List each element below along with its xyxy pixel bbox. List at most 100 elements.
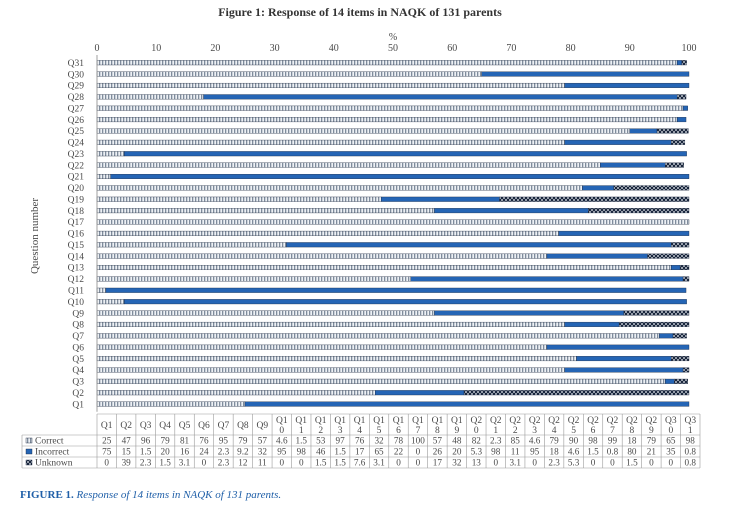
table-header-cell: Q2 3	[529, 416, 541, 436]
bar-unknown-q8	[618, 321, 690, 327]
table-value-cell: 1.5	[587, 447, 599, 457]
bar-correct-q10	[96, 299, 125, 305]
table-value-cell: 1.5	[159, 458, 171, 468]
table-header-cell: Q1 3	[334, 416, 346, 436]
table-value-cell: 90	[569, 436, 579, 446]
table-header-cell: Q2 9	[646, 416, 658, 436]
bar-correct-q25	[96, 128, 630, 134]
table-value-cell: 78	[394, 436, 404, 446]
bar-incorrect-q25	[629, 128, 658, 134]
table-value-cell: 48	[452, 436, 462, 446]
bar-unknown-q7	[672, 333, 687, 339]
table-value-cell: 0	[649, 458, 654, 468]
table-value-cell: 95	[219, 436, 229, 446]
bar-incorrect-q7	[659, 333, 674, 339]
table-value-cell: 2.3	[218, 458, 230, 468]
table-value-cell: 0	[416, 447, 421, 457]
bar-correct-q28	[96, 94, 204, 100]
table-header-cell: Q3	[140, 421, 152, 431]
y-tick-label: Q14	[68, 252, 85, 262]
y-tick-label: Q18	[68, 207, 85, 217]
bar-unknown-q19	[499, 196, 690, 202]
table-value-cell: 57	[258, 436, 268, 446]
bar-unknown-q5	[671, 356, 690, 362]
bar-correct-q5	[96, 356, 577, 362]
bar-correct-q23	[96, 151, 125, 157]
bar-incorrect-q10	[124, 299, 687, 305]
bar-incorrect-q22	[600, 162, 666, 168]
table-value-cell: 32	[374, 436, 384, 446]
table-value-cell: 82	[472, 436, 482, 446]
bar-incorrect-q13	[671, 265, 681, 271]
table-value-cell: 0	[532, 458, 537, 468]
table-value-cell: 0	[104, 458, 109, 468]
bar-incorrect-q11	[105, 287, 687, 293]
bar-incorrect-q19	[380, 196, 500, 202]
table-value-cell: 0	[610, 458, 615, 468]
table-value-cell: 95	[530, 447, 540, 457]
bar-unknown-q25	[656, 128, 689, 134]
y-tick-label: Q10	[68, 298, 85, 308]
table-value-cell: 2.3	[140, 458, 152, 468]
bar-correct-q8	[96, 321, 565, 327]
table-value-cell: 0	[279, 458, 284, 468]
table-value-cell: 53	[316, 436, 326, 446]
bar-unknown-q3	[674, 378, 688, 384]
table-header-cell: Q4	[159, 421, 171, 431]
table-value-cell: 75	[102, 447, 112, 457]
bar-incorrect-q4	[564, 367, 684, 373]
table-value-cell: 76	[355, 436, 365, 446]
y-tick-label: Q9	[72, 309, 84, 319]
bar-correct-q6	[96, 344, 548, 350]
table-header-cell: Q8	[237, 421, 249, 431]
table-value-cell: 17	[433, 458, 443, 468]
table-value-cell: 97	[336, 436, 346, 446]
y-tick-label: Q13	[68, 264, 85, 274]
table-value-cell: 0.8	[607, 447, 619, 457]
table-value-cell: 0	[591, 458, 596, 468]
bar-incorrect-q16	[558, 230, 690, 236]
table-value-cell: 20	[452, 447, 462, 457]
y-tick-label: Q6	[72, 343, 84, 353]
table-header-cell: Q1 7	[412, 416, 424, 436]
table-value-cell: 85	[511, 436, 521, 446]
table-value-cell: 13	[472, 458, 482, 468]
table-value-cell: 80	[627, 447, 637, 457]
table-value-cell: 25	[102, 436, 112, 446]
table-value-cell: 17	[355, 447, 365, 457]
y-tick-label: Q27	[68, 104, 85, 114]
table-value-cell: 95	[277, 447, 287, 457]
y-tick-label: Q1	[72, 400, 84, 410]
table-value-cell: 79	[238, 436, 248, 446]
table-value-cell: 79	[550, 436, 560, 446]
bar-correct-q12	[96, 276, 411, 282]
table-value-cell: 1.5	[334, 458, 346, 468]
bar-correct-q13	[96, 265, 672, 271]
bar-incorrect-q3	[665, 378, 675, 384]
bar-correct-q1	[96, 401, 246, 407]
y-tick-label: Q26	[68, 116, 85, 126]
bar-incorrect-q9	[434, 310, 625, 316]
bar-correct-q20	[96, 185, 583, 191]
bar-unknown-q31	[681, 60, 687, 66]
table-header-cell: Q1 1	[295, 416, 307, 436]
bar-incorrect-q8	[564, 321, 620, 327]
table-value-cell: 16	[180, 447, 190, 457]
table-header-cell: Q2 5	[568, 416, 580, 436]
table-value-cell: 11	[258, 458, 267, 468]
table-value-cell: 96	[141, 436, 151, 446]
table-value-cell: 22	[394, 447, 404, 457]
x-tick-label: 10	[151, 43, 161, 54]
table-value-cell: 65	[374, 447, 384, 457]
table-value-cell: 0	[669, 458, 674, 468]
bar-correct-q2	[96, 390, 376, 396]
y-tick-label: Q15	[68, 241, 85, 251]
bar-correct-q24	[96, 139, 565, 145]
y-tick-label: Q12	[68, 275, 85, 285]
table-value-cell: 7.6	[354, 458, 366, 468]
bar-correct-q22	[96, 162, 601, 168]
bar-unknown-q15	[671, 242, 690, 248]
x-tick-label: 50	[388, 43, 398, 54]
table-value-cell: 18	[550, 447, 560, 457]
